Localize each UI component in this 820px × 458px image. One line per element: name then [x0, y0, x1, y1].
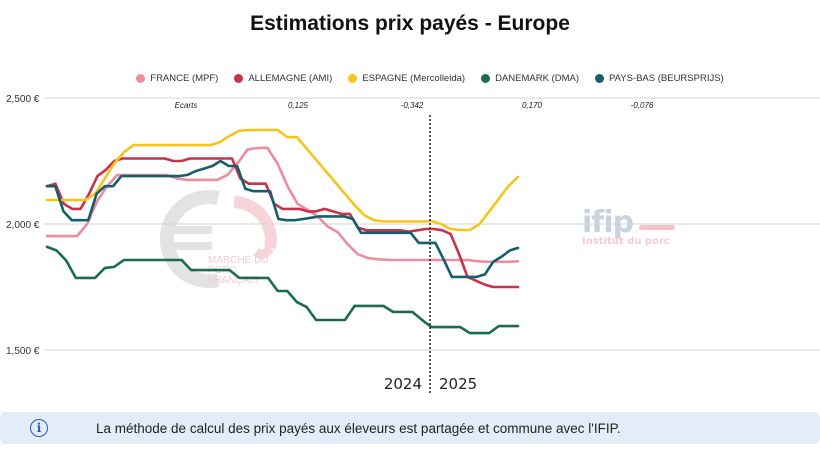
year-label-2025: 2025	[439, 375, 477, 393]
ecart-value: 0,170	[522, 101, 543, 110]
legend-dot-espagne	[348, 74, 358, 83]
info-icon: i	[30, 419, 48, 437]
line-chart: 1,500 € 2,000 € 2,500 € Ecarts 0,125 -0,342 0,…	[6, 94, 820, 395]
legend-dot-france	[136, 74, 146, 83]
series-line-france	[45, 146, 520, 264]
y-tick-label: 2,000 €	[6, 220, 40, 231]
legend-label-france: FRANCE (MPF)	[150, 73, 219, 84]
legend-item-france[interactable]: FRANCE (MPF)	[136, 73, 218, 84]
series-line-danemark	[45, 245, 520, 335]
ecart-value: -0,076	[631, 101, 654, 110]
legend-label-allemagne: ALLEMAGNE (AMI)	[248, 73, 333, 84]
series-line-pays-bas	[45, 159, 520, 279]
legend-item-danemark[interactable]: DANEMARK (DMA)	[481, 73, 579, 84]
ecart-value: 0,125	[288, 101, 309, 110]
legend-item-espagne[interactable]: ESPAGNE (Mercolleida)	[348, 73, 465, 84]
series-line-allemagne	[45, 157, 520, 289]
info-text: La méthode de calcul des prix payés aux …	[96, 420, 621, 436]
info-banner: i La méthode de calcul des prix payés au…	[0, 412, 820, 444]
legend-dot-danemark	[481, 74, 491, 83]
legend-dot-pays-bas	[594, 74, 604, 83]
legend-label-pays-bas: PAYS-BAS (BEURSPRIJS)	[608, 73, 724, 84]
legend-item-allemagne[interactable]: ALLEMAGNE (AMI)	[234, 73, 332, 84]
legend-item-pays-bas[interactable]: PAYS-BAS (BEURSPRIJS)	[594, 73, 724, 84]
chart-title: Estimations prix payés - Europe	[250, 12, 570, 35]
series-line-espagne	[45, 128, 520, 232]
year-label-2024: 2024	[384, 375, 422, 393]
chart-legend: FRANCE (MPF) ALLEMAGNE (AMI) ESPAGNE (Me…	[0, 73, 820, 84]
legend-dot-allemagne	[234, 74, 244, 83]
ecarts-label: Ecarts	[175, 101, 198, 110]
legend-label-danemark: DANEMARK (DMA)	[495, 73, 579, 84]
y-tick-label: 2,500 €	[6, 94, 40, 105]
y-tick-label: 1,500 €	[6, 346, 40, 357]
ecart-value: -0,342	[401, 101, 424, 110]
legend-label-espagne: ESPAGNE (Mercolleida)	[362, 73, 466, 84]
